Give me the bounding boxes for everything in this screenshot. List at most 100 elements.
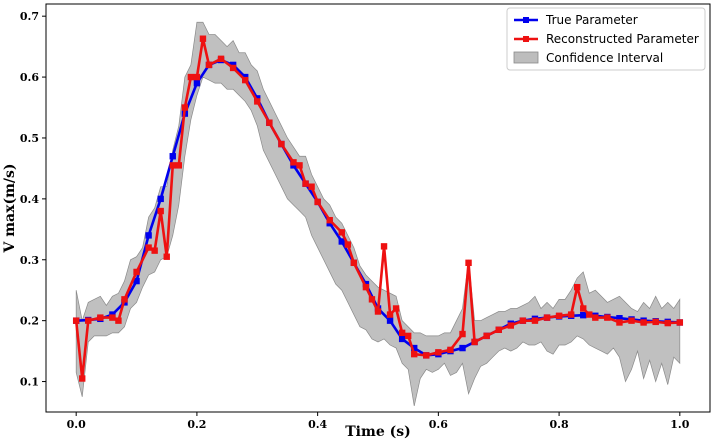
reconstructed-parameter-point	[314, 198, 321, 206]
reconstructed-parameter-point	[543, 314, 551, 321]
reconstructed-parameter-point	[187, 73, 195, 81]
reconstructed-parameter-point	[404, 332, 412, 340]
y-tick-label: 0.1	[20, 376, 39, 389]
true-parameter-point	[193, 79, 201, 87]
x-tick-label: 0.8	[550, 418, 569, 431]
reconstructed-parameter-point	[229, 64, 237, 72]
y-axis-title: V max(m/s)	[2, 163, 18, 253]
reconstructed-parameter-point	[344, 241, 352, 248]
legend: True Parameter Reconstructed Parameter C…	[506, 7, 706, 71]
reconstructed-parameter-point	[411, 350, 418, 358]
reconstructed-parameter-point	[199, 35, 207, 42]
reconstructed-parameter-point	[592, 314, 599, 321]
reconstructed-parameter-point	[115, 317, 122, 324]
y-tick-label: 0.4	[20, 193, 39, 206]
true-parameter-point	[411, 344, 418, 352]
true-parameter-point	[169, 153, 176, 160]
reconstructed-parameter-point	[368, 296, 376, 303]
reconstructed-parameter-point	[380, 243, 388, 250]
reconstructed-parameter-point	[302, 180, 309, 187]
true-parameter-point	[386, 317, 394, 324]
reconstructed-parameter-point	[459, 330, 466, 338]
legend-reconstructed-label: Reconstructed Parameter	[546, 32, 699, 46]
reconstructed-parameter-point	[664, 319, 671, 327]
reconstructed-parameter-point	[350, 259, 358, 267]
legend-confidence-swatch	[513, 51, 539, 64]
reconstructed-parameter-point	[217, 55, 225, 63]
reconstructed-parameter-point	[145, 244, 152, 251]
legend-box	[506, 7, 706, 71]
plot-area	[45, 3, 711, 413]
reconstructed-parameter-point	[465, 259, 472, 267]
reconstructed-parameter-point	[423, 352, 430, 359]
reconstructed-parameter-point	[193, 73, 201, 81]
x-tick-label: 0.2	[187, 418, 206, 431]
reconstructed-parameter-point	[435, 349, 442, 356]
reconstructed-parameter-markers	[72, 35, 684, 382]
reconstructed-parameter-point	[386, 311, 394, 318]
reconstructed-parameter-point	[175, 162, 182, 169]
reconstructed-parameter-point	[290, 159, 297, 166]
reconstructed-parameter-point	[133, 268, 140, 276]
reconstructed-parameter-point	[362, 283, 370, 291]
reconstructed-parameter-point	[447, 346, 454, 354]
true-parameter-point	[133, 277, 140, 285]
reconstructed-parameter-point	[604, 314, 611, 321]
true-parameter-point	[459, 344, 466, 352]
true-parameter-point	[157, 195, 164, 203]
reconstructed-parameter-point	[471, 338, 478, 346]
reconstructed-parameter-point	[121, 296, 128, 303]
reconstructed-parameter-point	[296, 162, 303, 169]
legend-confidence-label: Confidence Interval	[546, 51, 663, 65]
reconstructed-parameter-point	[97, 314, 104, 321]
reconstructed-parameter-point	[109, 314, 116, 321]
reconstructed-parameter-point	[338, 229, 345, 236]
reconstructed-parameter-point	[205, 61, 213, 69]
reconstructed-parameter-point	[374, 308, 382, 315]
reconstructed-parameter-point	[157, 207, 164, 215]
reconstructed-parameter-point	[574, 283, 581, 291]
reconstructed-parameter-point	[507, 322, 514, 329]
reconstructed-parameter-point	[586, 311, 593, 318]
reconstructed-parameter-point	[531, 317, 539, 324]
legend-reconstructed-marker	[523, 36, 529, 42]
reconstructed-parameter-point	[169, 162, 176, 169]
y-tick-label: 0.6	[20, 71, 39, 84]
reconstructed-parameter-point	[308, 183, 315, 190]
reconstructed-parameter-point	[72, 317, 80, 324]
reconstructed-parameter-point	[151, 247, 158, 254]
reconstructed-parameter-point	[326, 216, 333, 224]
reconstructed-parameter-point	[580, 305, 587, 312]
x-tick-label: 0.0	[67, 418, 86, 431]
true-parameter-point	[145, 232, 152, 239]
x-tick-label: 1.0	[670, 418, 689, 431]
confidence-interval-band	[75, 21, 681, 406]
reconstructed-parameter-point	[567, 311, 575, 318]
x-axis-title: Time (s)	[345, 424, 410, 440]
reconstructed-parameter-point	[555, 312, 563, 319]
true-parameter-point	[616, 315, 623, 322]
true-parameter-point	[338, 238, 345, 245]
true-parameter-point	[580, 311, 587, 319]
x-tick-label: 0.4	[308, 418, 327, 431]
reconstructed-parameter-point	[181, 104, 189, 111]
reconstructed-parameter-point	[676, 319, 684, 326]
y-tick-label: 0.5	[20, 132, 39, 145]
x-tick-label: 0.6	[429, 418, 448, 431]
reconstructed-parameter-point	[392, 305, 400, 312]
reconstructed-parameter-point	[254, 98, 261, 105]
reconstructed-parameter-point	[242, 76, 249, 84]
reconstructed-parameter-point	[483, 332, 490, 340]
reconstructed-parameter-point	[652, 318, 659, 326]
reconstructed-parameter-point	[616, 319, 623, 326]
reconstructed-parameter-point	[79, 375, 86, 382]
reconstructed-parameter-point	[640, 319, 647, 326]
reconstructed-parameter-point	[163, 253, 170, 260]
reconstructed-parameter-point	[495, 326, 502, 333]
true-parameter-point	[398, 335, 406, 343]
reconstructed-parameter-point	[278, 140, 285, 148]
legend-true-label: True Parameter	[545, 13, 638, 27]
y-tick-label: 0.3	[20, 254, 39, 267]
